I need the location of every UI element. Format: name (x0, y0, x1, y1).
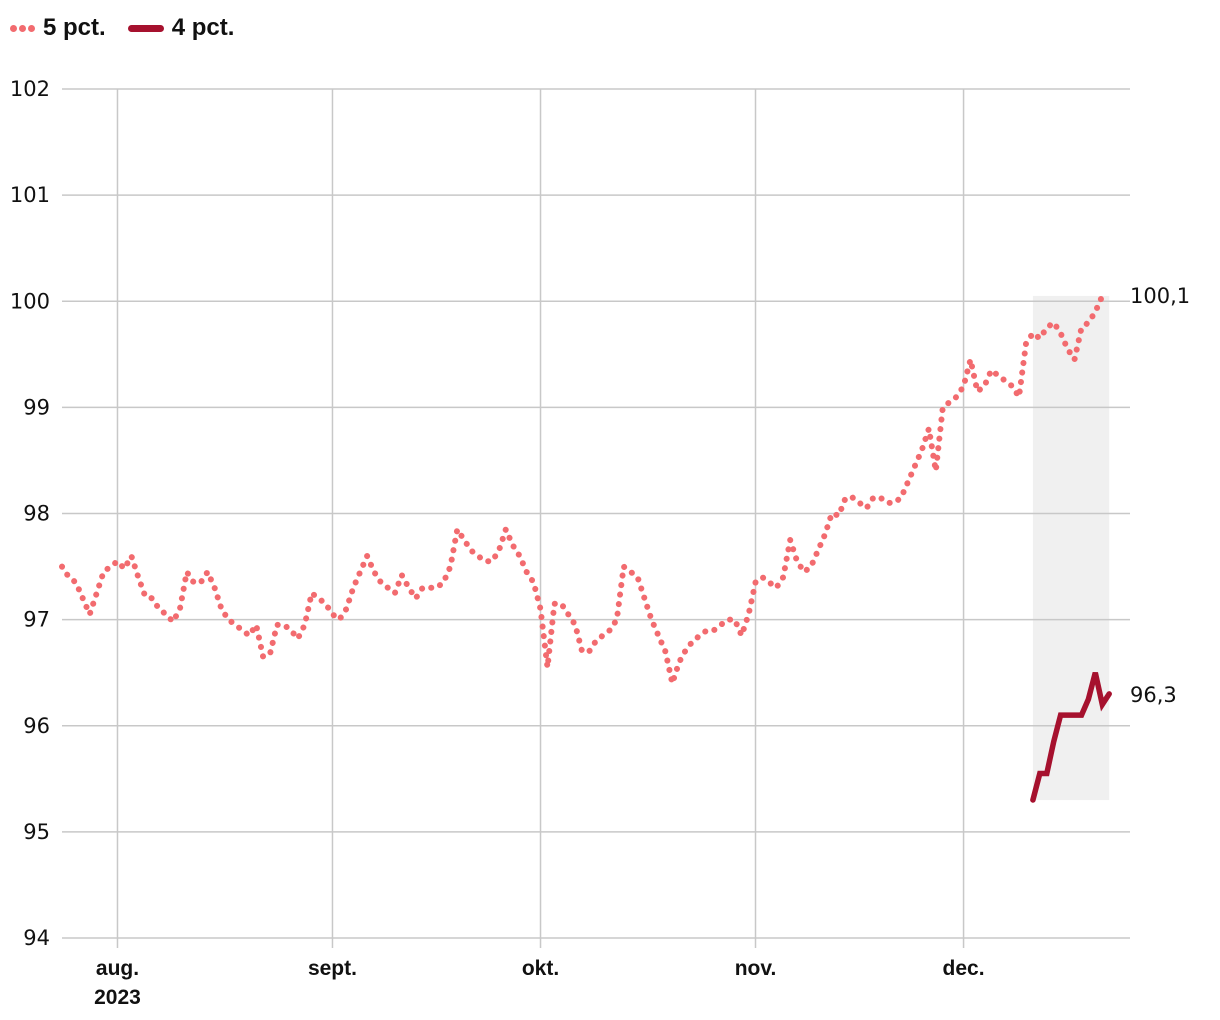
x-tick-label: nov. (735, 957, 777, 980)
legend-item-5pct[interactable]: 5 pct. (10, 14, 106, 42)
x-tick-label: okt. (522, 957, 559, 980)
legend: 5 pct. 4 pct. (10, 14, 234, 42)
y-tick-label: 98 (23, 502, 50, 526)
x-tick-sublabel: 2023 (94, 986, 141, 1009)
x-tick-label: aug. (96, 957, 139, 980)
y-tick-label: 102 (10, 77, 50, 101)
y-tick-label: 100 (10, 289, 50, 313)
y-tick-label: 95 (23, 820, 50, 844)
series-line-4pct (1030, 672, 1112, 803)
end-label-4pct: 96,3 (1130, 683, 1177, 707)
y-tick-label: 96 (23, 714, 50, 738)
series-line-5pct (59, 292, 1106, 687)
x-tick-label: dec. (943, 957, 985, 980)
y-tick-label: 97 (23, 608, 50, 632)
legend-swatch-dotted (10, 24, 35, 32)
legend-label-4pct: 4 pct. (171, 14, 235, 41)
y-tick-label: 94 (23, 926, 50, 950)
y-tick-label: 101 (10, 183, 50, 207)
end-label-5pct: 100,1 (1130, 284, 1190, 308)
legend-item-4pct[interactable]: 4 pct. (127, 14, 235, 42)
legend-label-5pct: 5 pct. (43, 14, 106, 41)
legend-swatch-solid (127, 24, 164, 32)
x-tick-label: sept. (308, 957, 357, 980)
shaded-region (1032, 295, 1110, 801)
y-tick-label: 99 (23, 395, 50, 419)
